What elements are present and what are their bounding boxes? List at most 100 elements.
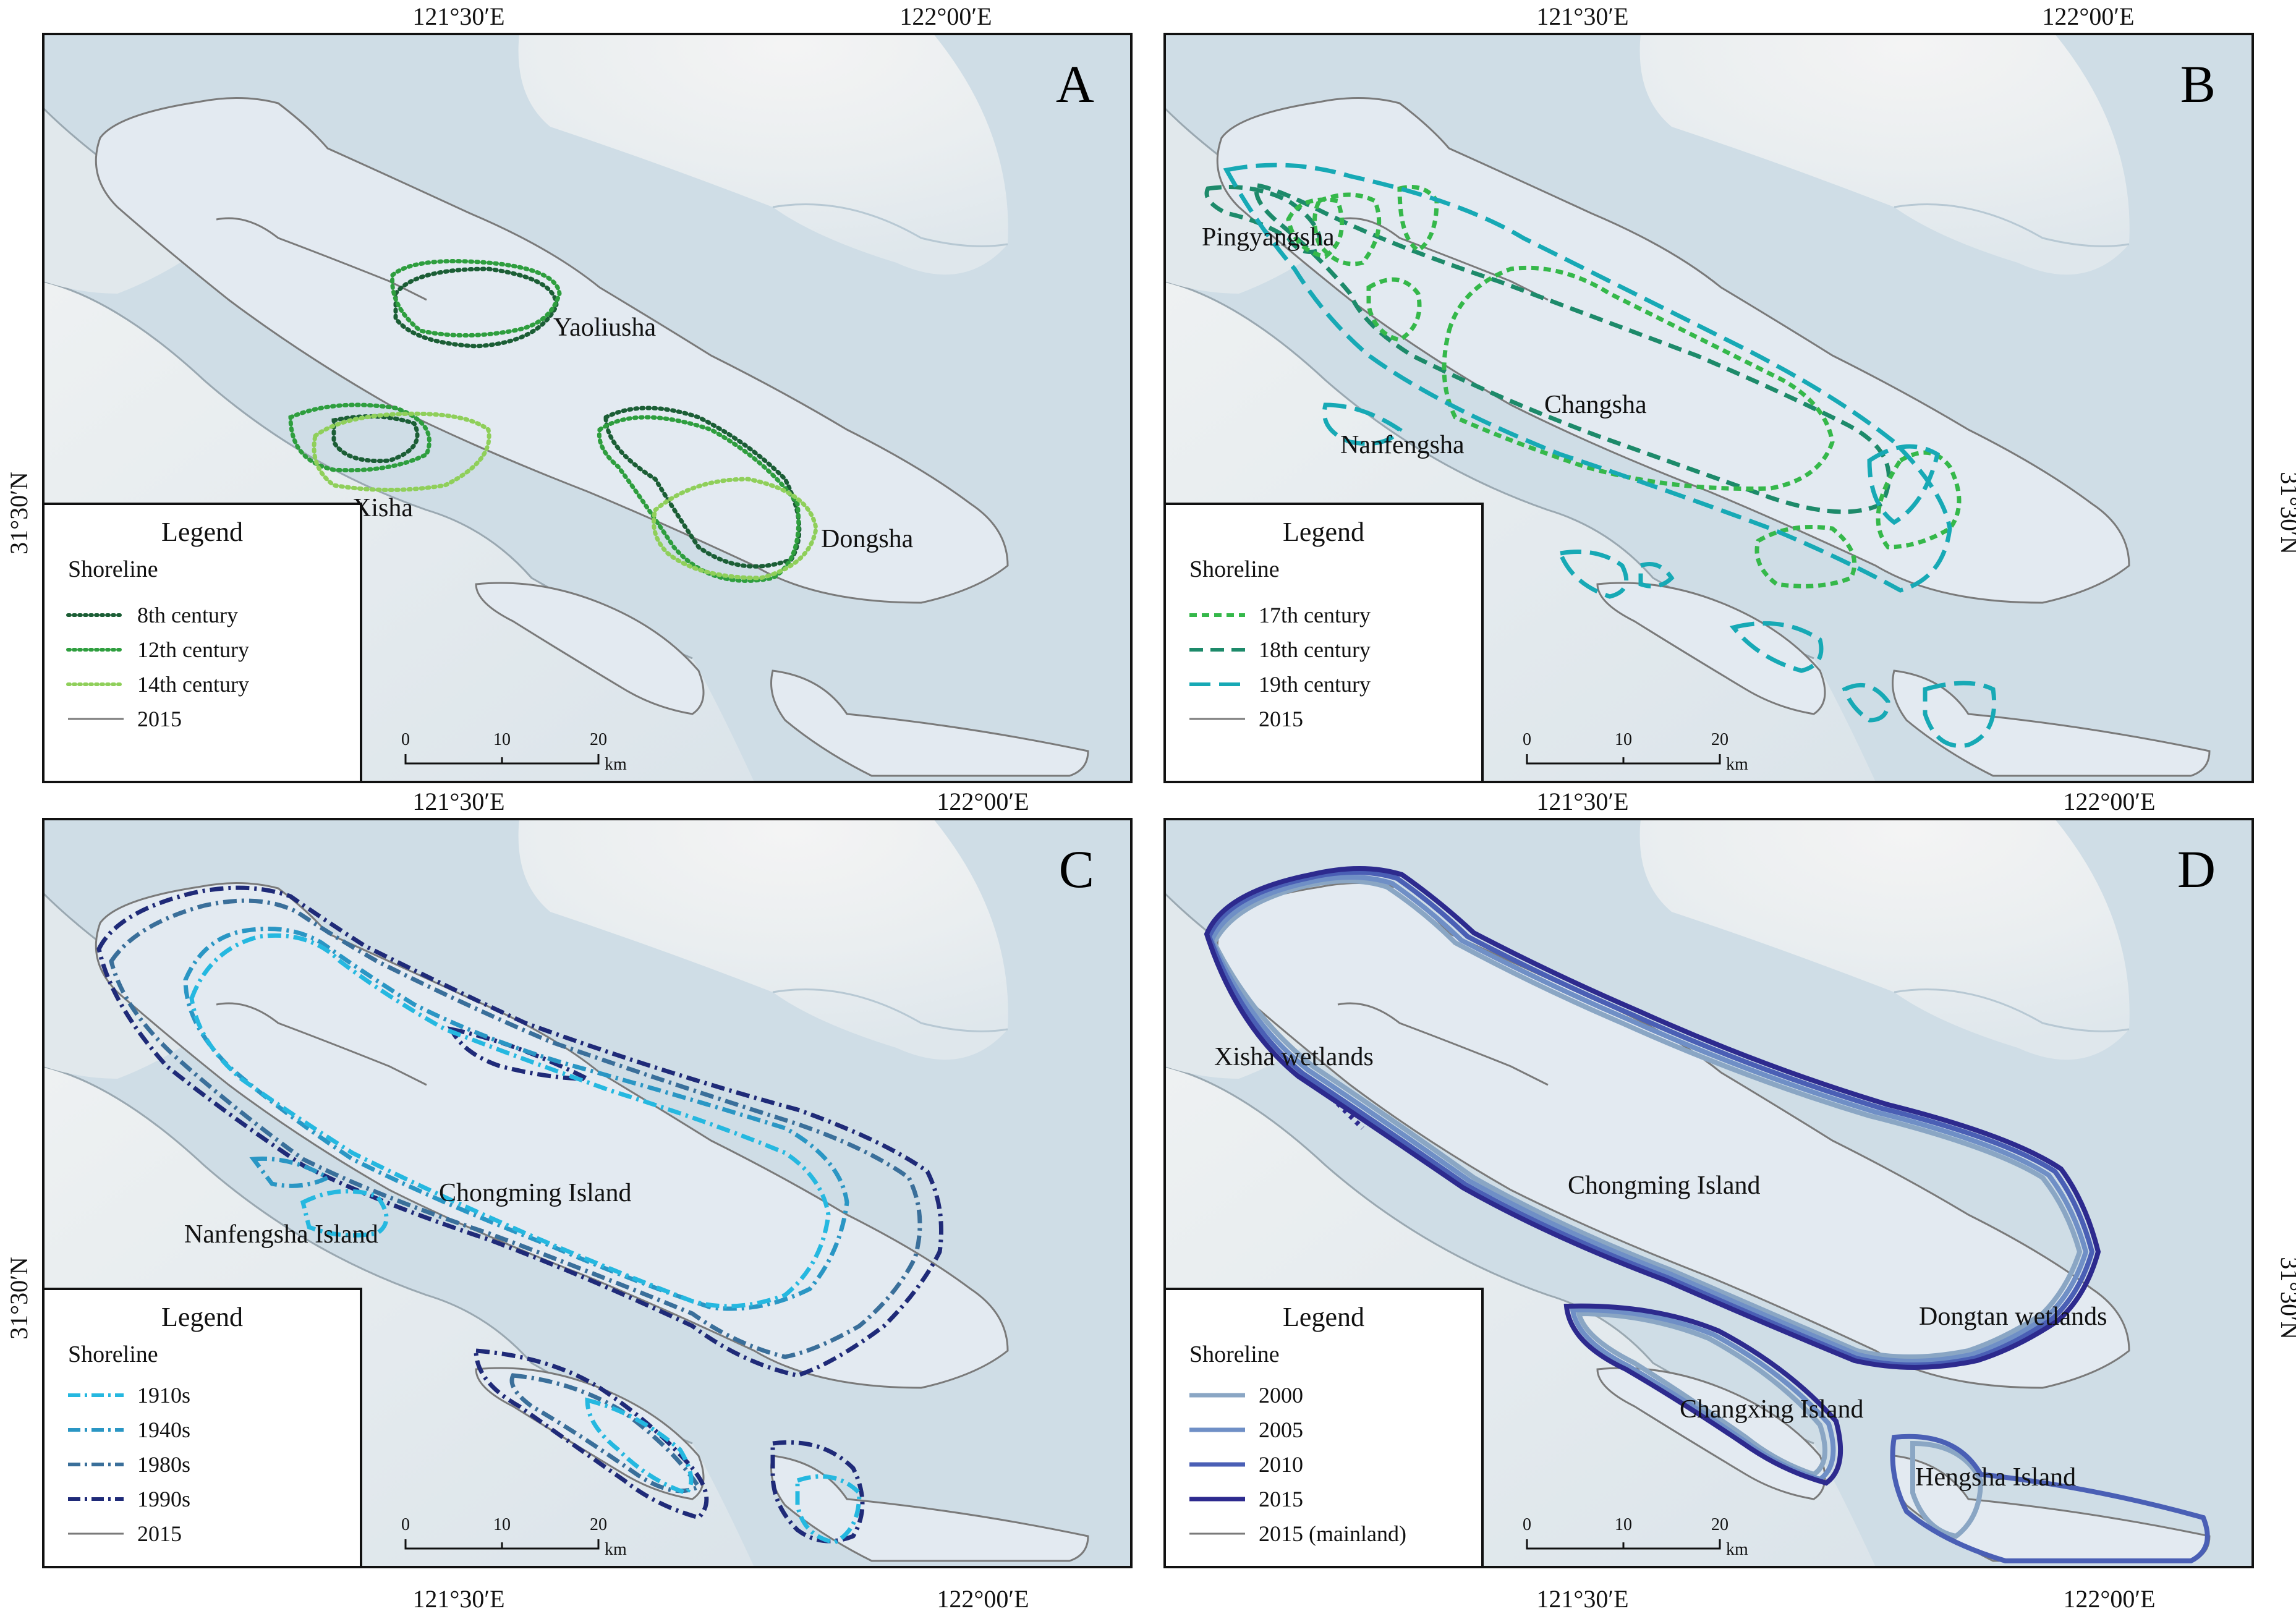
legend-subtitle-a: Shoreline	[68, 556, 158, 582]
shoreline-2010-hengsha	[1890, 1434, 2210, 1563]
svg-text:10: 10	[1615, 730, 1632, 749]
scale-bar-a: 0 10 20 km	[401, 730, 627, 774]
legend-item-d-2: 2010	[1259, 1452, 1303, 1477]
legend-item-a-2: 14th century	[137, 672, 249, 697]
place-xisha: Xisha	[352, 494, 413, 522]
shoreline-12th-century-yaoliusha	[390, 259, 562, 338]
panel-c: C Chongming Island Nanfengsha Island Leg…	[42, 818, 1133, 1568]
shoreline-17th-century-pingyangsha-1	[1312, 192, 1382, 266]
shoreline-14th-century-dongsha	[652, 477, 818, 580]
place-changxing-island: Changxing Island	[1680, 1395, 1863, 1424]
svg-text:km: km	[1726, 1540, 1748, 1559]
lat-right-bottom: 31°30′N	[2276, 1257, 2296, 1340]
shoreline-2015-xisha-dots	[1336, 1102, 1364, 1130]
shoreline-2000-chongming	[1211, 878, 2083, 1359]
legend-item-d-0: 2000	[1259, 1383, 1303, 1408]
shoreline-2000-changxing	[1575, 1311, 1827, 1477]
shoreline-1910s-hengsha	[795, 1474, 862, 1545]
shoreline-19th-century-main	[1223, 163, 1952, 593]
svg-text:0: 0	[401, 730, 410, 749]
place-hengsha-island: Hengsha Island	[1915, 1463, 2076, 1492]
coord-bot-right: 122°00′E	[937, 1585, 1029, 1613]
svg-text:km: km	[605, 755, 627, 774]
legend-item-b-3: 2015	[1259, 707, 1303, 731]
coord-top-right-b: 122°00′E	[2042, 2, 2134, 30]
shoreline-2010-chongming	[1206, 870, 2095, 1367]
legend-subtitle-d: Shoreline	[1189, 1341, 1280, 1367]
svg-text:10: 10	[493, 730, 511, 749]
svg-text:0: 0	[1523, 1515, 1531, 1534]
place-xisha-wetlands: Xisha wetlands	[1214, 1043, 1374, 1071]
legend-item-c-3: 1990s	[137, 1487, 190, 1511]
shoreline-2015-changxing	[1563, 1303, 1843, 1486]
legend-title-b: Legend	[1283, 517, 1364, 547]
place-chongming-island-c: Chongming Island	[439, 1179, 632, 1207]
shoreline-17th-century-mid	[1366, 277, 1422, 342]
shoreline-17th-century-east	[1876, 450, 1962, 550]
panel-label-c: C	[1059, 839, 1094, 899]
legend-title-c: Legend	[161, 1302, 243, 1332]
shoreline-2015-chongming	[1204, 866, 2101, 1370]
place-chongming-island-d: Chongming Island	[1568, 1171, 1761, 1200]
legend-c: Legend Shoreline 1910s 1940s 1980s 1990s…	[42, 1288, 362, 1568]
legend-title-a: Legend	[161, 517, 243, 547]
place-changsha: Changsha	[1544, 391, 1647, 419]
legend-item-a-3: 2015	[137, 707, 182, 731]
shoreline-12th-century-dongsha	[597, 415, 801, 583]
shoreline-17th-century-changsha	[1442, 265, 1835, 491]
place-nanfengsha-island: Nanfengsha Island	[184, 1220, 378, 1249]
coord-bot-left-b: 121°30′E	[1536, 1585, 1628, 1613]
svg-text:10: 10	[1615, 1515, 1632, 1534]
shoreline-18th-century-main	[1254, 183, 1891, 514]
panel-b: B Pingyangsha Changsha Nanfengsha Legend…	[1163, 33, 2254, 783]
shoreline-19th-century-nanfengsha	[1322, 402, 1403, 446]
legend-b: Legend Shoreline 17th century 18th centu…	[1163, 503, 1484, 783]
shoreline-2005-changxing	[1570, 1307, 1836, 1482]
panel-a: A Yaoliusha Xisha Dongsha Legend Shoreli…	[42, 33, 1133, 783]
legend-title-d: Legend	[1283, 1302, 1364, 1332]
svg-text:km: km	[1726, 755, 1748, 774]
legend-item-d-4: 2015 (mainland)	[1259, 1521, 1406, 1546]
coord-top-left: 121°30′E	[412, 2, 504, 30]
coord-bot-left: 121°30′E	[412, 1585, 504, 1613]
lat-left-bottom: 31°30′N	[5, 1257, 33, 1340]
scale-bar-d: 0 10 20 km	[1523, 1515, 1748, 1559]
place-yaoliusha: Yaoliusha	[553, 313, 656, 342]
shoreline-2000-hengsha	[1910, 1440, 1984, 1539]
legend-item-c-1: 1940s	[137, 1417, 190, 1442]
shoreline-12th-century-xisha	[288, 402, 432, 473]
coord-top-left-b: 121°30′E	[1536, 2, 1628, 30]
legend-d: Legend Shoreline 2000 2005 2010 2015 201…	[1163, 1288, 1484, 1568]
place-pingyangsha: Pingyangsha	[1202, 223, 1335, 252]
shoreline-19th-century-changxing-4	[1842, 682, 1890, 723]
panel-d: D Xisha wetlands Chongming Island Dongta…	[1163, 818, 2254, 1568]
panel-label-b: B	[2180, 54, 2216, 114]
legend-item-c-4: 2015	[137, 1521, 182, 1546]
svg-text:20: 20	[1711, 1515, 1728, 1534]
shoreline-1990s-changxing	[474, 1348, 709, 1520]
svg-text:0: 0	[401, 1515, 410, 1534]
shoreline-1910s-chongming	[189, 933, 831, 1309]
legend-item-b-0: 17th century	[1259, 603, 1371, 627]
shoreline-2005-chongming	[1209, 875, 2089, 1364]
shoreline-17th-century-pingyangsha-2	[1397, 185, 1439, 253]
place-nanfengsha: Nanfengsha	[1340, 431, 1465, 459]
legend-item-c-0: 1910s	[137, 1383, 190, 1408]
coord-mid-left: 121°30′E	[412, 788, 504, 815]
panel-label-a: A	[1056, 54, 1094, 114]
coord-mid-right-b: 122°00′E	[2063, 788, 2155, 815]
shoreline-1980s-chongming	[109, 898, 922, 1359]
legend-item-c-2: 1980s	[137, 1452, 190, 1477]
legend-item-d-1: 2005	[1259, 1417, 1303, 1442]
svg-text:0: 0	[1523, 730, 1531, 749]
lat-left-top: 31°30′N	[5, 472, 33, 555]
shoreline-19th-century-changxing-2	[1638, 562, 1675, 589]
shoreline-18th-century-pingyangsha	[1204, 185, 1322, 254]
svg-text:20: 20	[590, 730, 607, 749]
legend-subtitle-b: Shoreline	[1189, 556, 1280, 582]
shoreline-17th-century-nw	[1286, 197, 1345, 259]
shoreline-14th-century-xisha	[312, 411, 491, 492]
legend-item-a-0: 8th century	[137, 603, 238, 627]
svg-text:20: 20	[1711, 730, 1728, 749]
